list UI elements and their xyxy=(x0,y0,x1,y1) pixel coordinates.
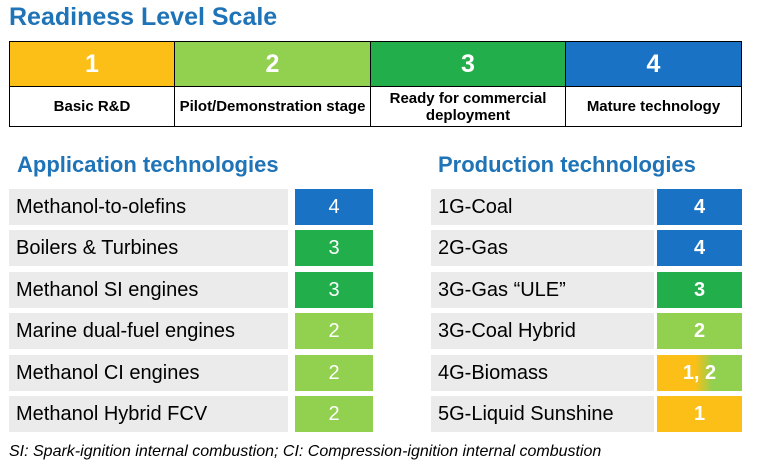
production-level-badge: 4 xyxy=(657,189,742,225)
scale-level-3-label: Ready for commercial deployment xyxy=(371,87,566,127)
production-name: 3G-Coal Hybrid xyxy=(431,313,654,349)
production-level-badge: 2 xyxy=(657,313,742,349)
readiness-scale-table: 1 2 3 4 Basic R&D Pilot/Demonstration st… xyxy=(9,41,742,127)
production-name: 5G-Liquid Sunshine xyxy=(431,396,654,432)
application-heading: Application technologies xyxy=(17,152,279,177)
production-level-badge: 1, 2 xyxy=(657,355,742,391)
scale-level-3-number: 3 xyxy=(371,41,566,87)
production-level-badge: 3 xyxy=(657,272,742,308)
production-name: 4G-Biomass xyxy=(431,355,654,391)
application-name: Marine dual-fuel engines xyxy=(9,313,288,349)
application-name: Methanol Hybrid FCV xyxy=(9,396,288,432)
application-name: Boilers & Turbines xyxy=(9,230,288,266)
application-level-badge: 2 xyxy=(295,396,373,432)
scale-number-row: 1 2 3 4 xyxy=(9,41,742,87)
application-level-badge: 4 xyxy=(295,189,373,225)
scale-level-1-label: Basic R&D xyxy=(9,87,175,127)
scale-level-2-number: 2 xyxy=(175,41,371,87)
production-level-badge: 1 xyxy=(657,396,742,432)
production-name: 2G-Gas xyxy=(431,230,654,266)
scale-level-2-label: Pilot/Demonstration stage xyxy=(175,87,371,127)
production-level-badge: 4 xyxy=(657,230,742,266)
application-name: Methanol-to-olefins xyxy=(9,189,288,225)
scale-label-row: Basic R&D Pilot/Demonstration stage Read… xyxy=(9,87,742,127)
production-name: 3G-Gas “ULE” xyxy=(431,272,654,308)
footnote: SI: Spark-ignition internal combustion; … xyxy=(9,443,602,460)
application-level-badge: 2 xyxy=(295,313,373,349)
application-level-badge: 2 xyxy=(295,355,373,391)
production-heading: Production technologies xyxy=(438,152,696,177)
scale-level-4-label: Mature technology xyxy=(566,87,742,127)
scale-level-1-number: 1 xyxy=(9,41,175,87)
application-level-badge: 3 xyxy=(295,272,373,308)
production-name: 1G-Coal xyxy=(431,189,654,225)
scale-level-4-number: 4 xyxy=(566,41,742,87)
application-level-badge: 3 xyxy=(295,230,373,266)
application-name: Methanol CI engines xyxy=(9,355,288,391)
page-title: Readiness Level Scale xyxy=(9,3,278,31)
application-name: Methanol SI engines xyxy=(9,272,288,308)
